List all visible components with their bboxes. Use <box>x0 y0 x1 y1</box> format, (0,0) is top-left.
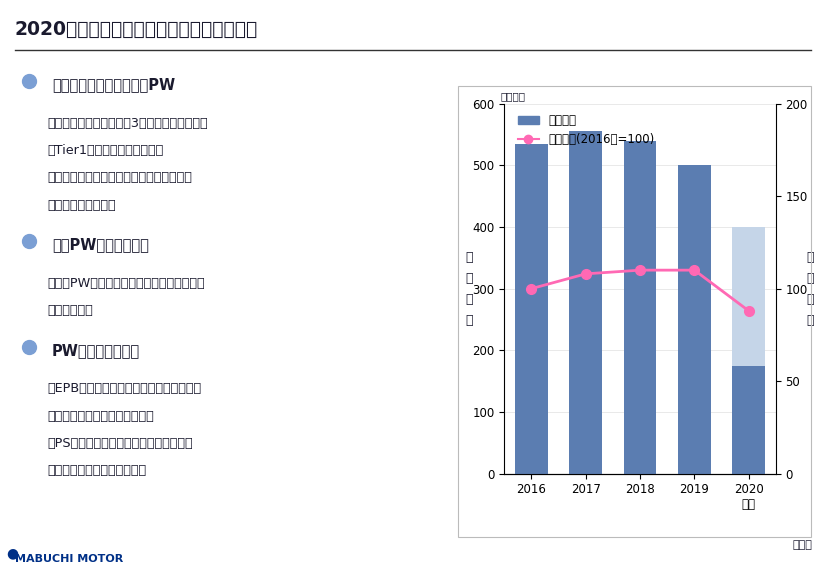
Text: 採用され搭載車種が販売開始: 採用され搭載車種が販売開始 <box>48 409 154 423</box>
Text: －PSやシンチング等の複数の用途向けに: －PSやシンチング等の複数の用途向けに <box>48 437 193 450</box>
Text: 欧米自動車メーカー向けPW: 欧米自動車メーカー向けPW <box>52 78 175 93</box>
Text: －欧米系自動車メーカーへの新製品、既存: －欧米系自動車メーカーへの新製品、既存 <box>48 171 192 184</box>
Text: 中型電装用モーター販売実績: 中型電装用モーター販売実績 <box>578 62 691 77</box>
Bar <box>733 365 765 473</box>
Text: 中国PW市場向け戦略: 中国PW市場向け戦略 <box>52 238 149 252</box>
Text: －北米自動車メーカー（3社目）の認証取得は: －北米自動車メーカー（3社目）の認証取得は <box>48 116 208 130</box>
Text: 2020年重点活動項目：中型電装用モーター: 2020年重点活動項目：中型電装用モーター <box>15 20 258 39</box>
Text: 製品の拡販が進展: 製品の拡販が進展 <box>48 199 116 211</box>
Text: 順調に拡大: 順調に拡大 <box>48 304 93 317</box>
Bar <box>733 227 765 473</box>
Bar <box>569 131 602 473</box>
Text: （年）: （年） <box>793 540 813 550</box>
Text: Tier1も交え最終確認実施中: Tier1も交え最終確認実施中 <box>48 144 164 157</box>
Bar <box>733 365 765 473</box>
Text: （億円）: （億円） <box>501 91 525 101</box>
Legend: 販売金額, 販売数量(2016年=100): 販売金額, 販売数量(2016年=100) <box>513 110 659 151</box>
Text: PW以外の用途対応: PW以外の用途対応 <box>52 343 140 358</box>
Text: ●: ● <box>7 546 19 561</box>
Text: －当社PW用高トルク標準モーターの受注が: －当社PW用高トルク標準モーターの受注が <box>48 277 205 289</box>
Text: －EPB用は初めて軽自動車に当社標準品が: －EPB用は初めて軽自動車に当社標準品が <box>48 382 202 395</box>
Bar <box>515 144 548 473</box>
Bar <box>678 166 710 473</box>
Text: 販
売
金
額: 販 売 金 額 <box>466 251 473 327</box>
Text: 標準モーターの開発を推進: 標準モーターの開発を推進 <box>48 464 147 477</box>
Bar <box>624 140 657 473</box>
Text: MABUCHI MOTOR: MABUCHI MOTOR <box>15 554 123 564</box>
Text: 販
売
数
量: 販 売 数 量 <box>807 251 814 327</box>
